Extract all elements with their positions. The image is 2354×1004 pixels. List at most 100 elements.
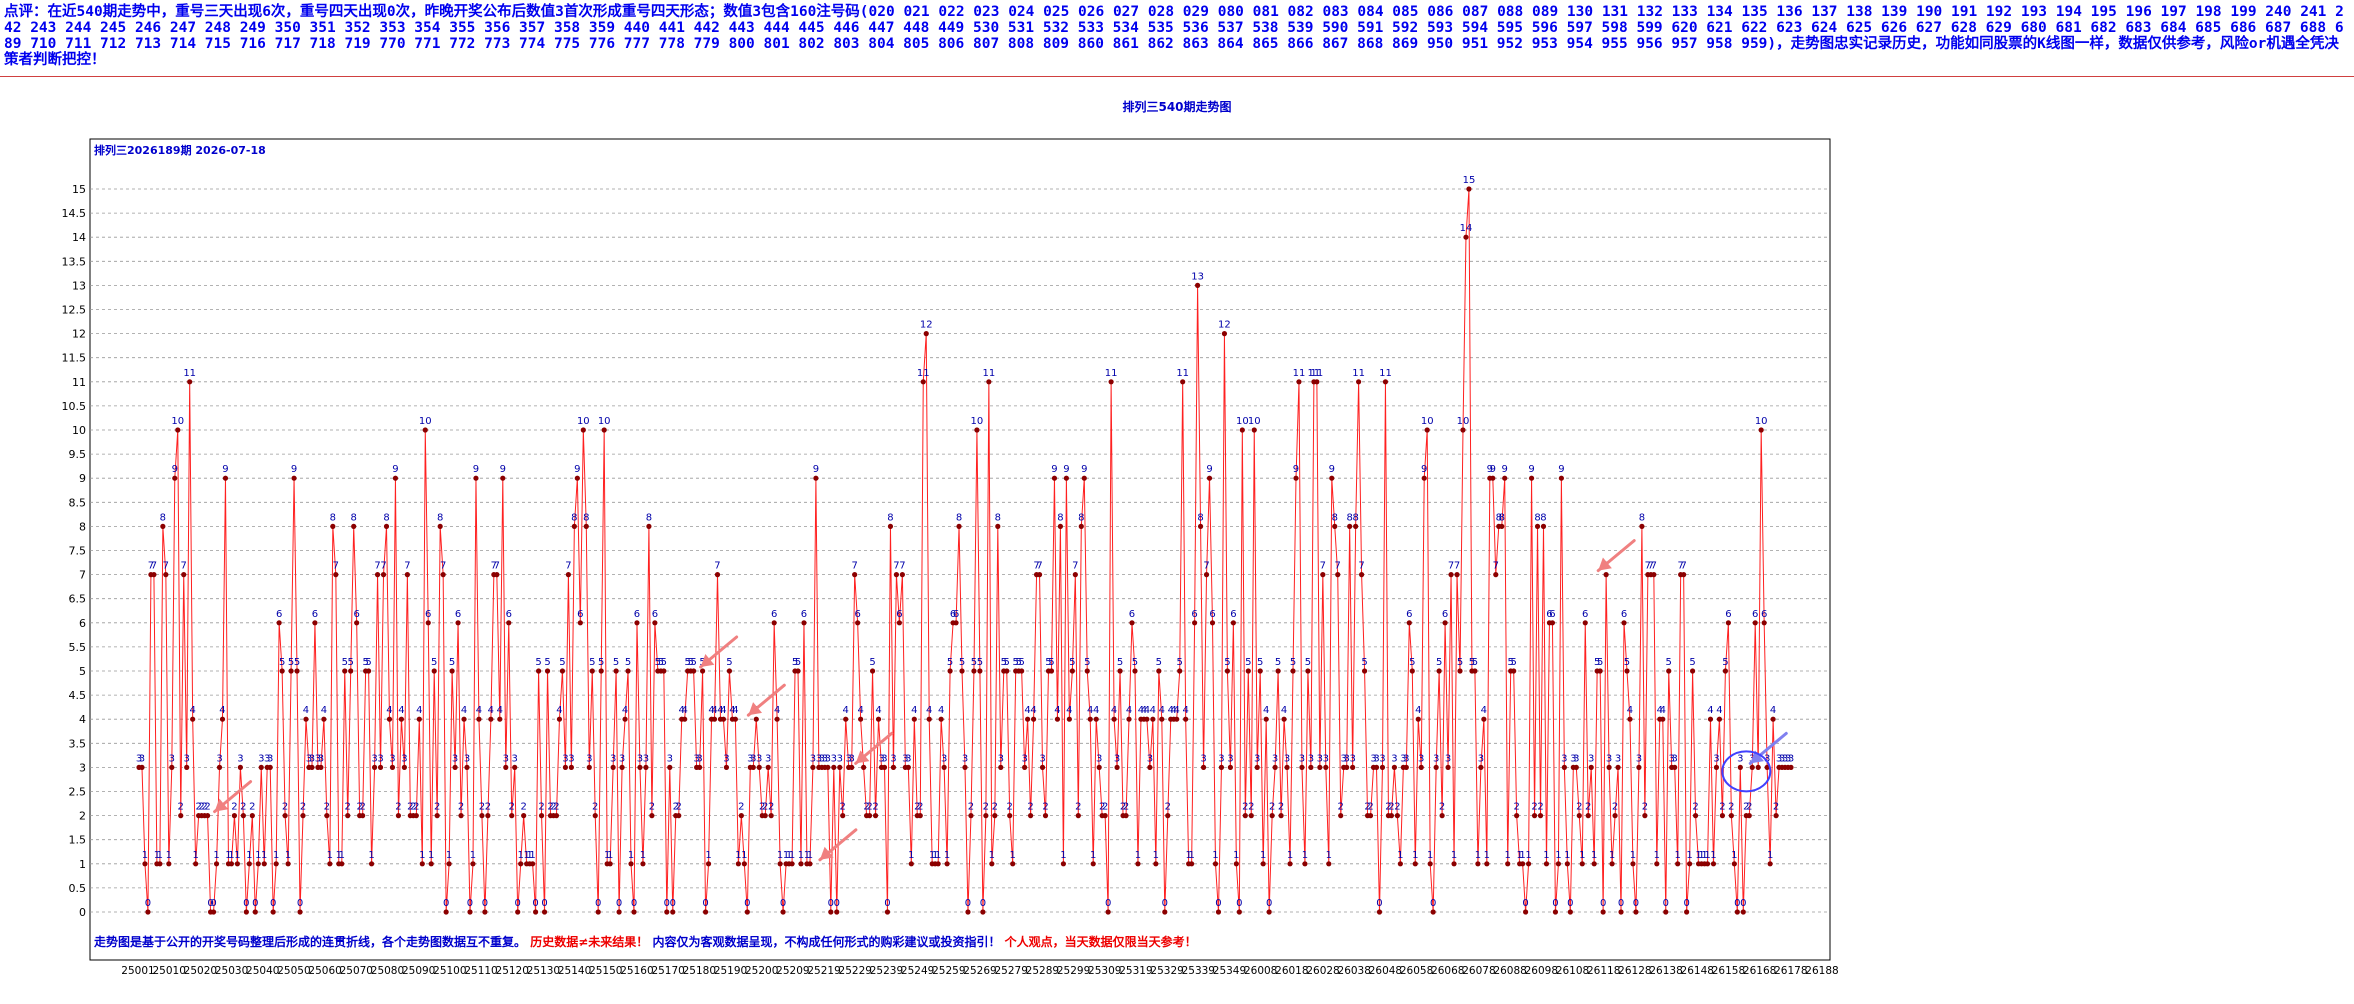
data-point <box>1636 764 1642 771</box>
data-point <box>1025 716 1031 722</box>
data-point <box>1189 861 1195 867</box>
data-label: 9 <box>172 464 178 475</box>
data-point <box>282 813 288 819</box>
data-point <box>404 572 410 578</box>
data-label: 1 <box>285 850 291 861</box>
data-point <box>416 716 422 722</box>
data-label: 5 <box>658 657 664 668</box>
data-label: 3 <box>1299 753 1305 764</box>
data-label: 3 <box>1779 753 1785 764</box>
data-point <box>1159 716 1165 722</box>
data-point <box>261 861 267 867</box>
data-label: 6 <box>1546 609 1552 620</box>
data-point <box>139 764 145 771</box>
data-point <box>744 909 750 915</box>
data-point <box>920 379 926 385</box>
data-label: 5 <box>288 657 294 668</box>
data-label: 5 <box>1004 657 1010 668</box>
data-label: 4 <box>1657 705 1663 716</box>
data-point <box>1314 379 1320 385</box>
data-label: 3 <box>723 753 729 764</box>
x-tick-label: 25110 <box>464 965 497 977</box>
data-label: 4 <box>720 705 726 716</box>
x-tick-label: 25249 <box>901 965 934 977</box>
data-label: 5 <box>449 657 455 668</box>
data-label: 5 <box>1275 657 1281 668</box>
data-point <box>530 861 536 867</box>
data-label: 4 <box>556 705 562 716</box>
data-point <box>619 764 625 771</box>
data-label: 3 <box>139 753 145 764</box>
data-point <box>855 620 861 626</box>
data-label: 0 <box>834 898 840 909</box>
data-label: 0 <box>1236 898 1242 909</box>
data-label: 15 <box>1463 175 1476 186</box>
data-point <box>583 523 589 530</box>
data-label: 9 <box>392 464 398 475</box>
data-label: 0 <box>595 898 601 909</box>
arrow-head <box>855 750 870 764</box>
data-label: 6 <box>1191 609 1197 620</box>
data-label: 2 <box>434 802 440 813</box>
data-point <box>1358 572 1365 578</box>
data-label: 3 <box>1636 753 1642 764</box>
data-label: 0 <box>1552 898 1558 909</box>
data-point <box>941 764 947 771</box>
data-point <box>1284 764 1290 771</box>
data-label: 2 <box>1537 802 1543 813</box>
data-label: 1 <box>1654 850 1660 861</box>
data-label: 4 <box>321 705 327 716</box>
data-label: 1 <box>255 850 261 861</box>
data-point <box>1192 620 1198 626</box>
x-tick-label: 25120 <box>496 965 529 977</box>
data-point <box>998 764 1004 771</box>
data-point <box>1561 764 1567 771</box>
data-point <box>1576 813 1582 819</box>
data-point <box>705 861 712 867</box>
data-label: 5 <box>1045 657 1051 668</box>
data-label: 4 <box>682 705 688 716</box>
data-label: 3 <box>216 753 222 764</box>
data-label: 0 <box>616 898 622 909</box>
data-point <box>1335 572 1341 578</box>
data-point <box>1263 716 1269 722</box>
y-tick-label: 2.5 <box>69 786 87 799</box>
data-point <box>968 813 974 819</box>
data-point <box>1326 861 1332 867</box>
y-tick-label: 13.5 <box>62 255 87 268</box>
data-point <box>383 523 390 530</box>
data-label: 1 <box>1060 850 1066 861</box>
data-label: 6 <box>953 609 959 620</box>
data-point <box>938 716 944 722</box>
data-label: 0 <box>243 898 249 909</box>
data-label: 0 <box>702 898 708 909</box>
data-label: 1 <box>1710 850 1716 861</box>
data-point <box>1257 668 1263 674</box>
data-label: 9 <box>1487 464 1493 475</box>
data-label: 1 <box>1505 850 1511 861</box>
data-labels: 3310771187139102731141222200134911213201… <box>136 175 1794 909</box>
data-label: 10 <box>1421 416 1434 427</box>
data-label: 7 <box>1454 561 1460 572</box>
data-point <box>1749 764 1755 771</box>
data-label: 5 <box>1666 657 1672 668</box>
data-point <box>944 861 950 867</box>
data-label: 0 <box>664 898 670 909</box>
data-label: 1 <box>735 850 741 861</box>
data-label: 2 <box>649 802 655 813</box>
data-label: 8 <box>1346 512 1352 523</box>
data-point <box>1439 813 1445 819</box>
data-label: 1 <box>932 850 938 861</box>
data-label: 3 <box>1672 753 1678 764</box>
data-point <box>586 764 592 771</box>
data-label: 7 <box>491 561 497 572</box>
data-label: 8 <box>160 512 166 523</box>
data-label: 2 <box>1576 802 1582 813</box>
data-label: 3 <box>1272 753 1278 764</box>
data-point <box>947 668 953 674</box>
data-point <box>1266 909 1272 915</box>
data-point <box>503 764 509 771</box>
data-label: 1 <box>157 850 163 861</box>
data-label: 3 <box>1764 753 1770 764</box>
